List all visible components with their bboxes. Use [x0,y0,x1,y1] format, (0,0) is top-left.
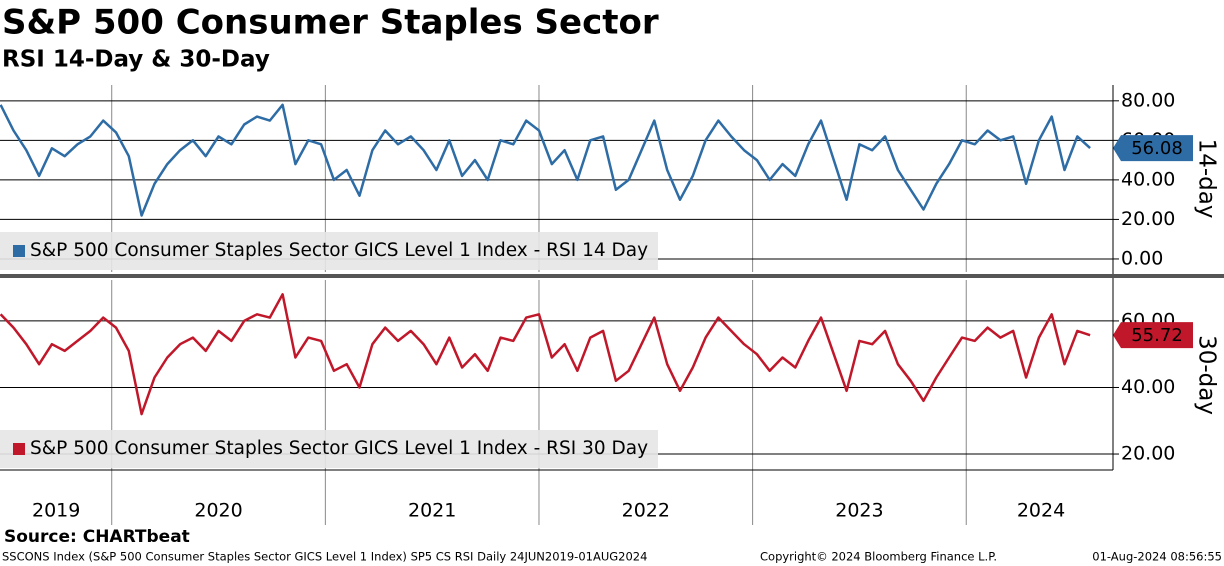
copyright: Copyright© 2024 Bloomberg Finance L.P. [760,550,997,564]
footnote: SSCONS Index (S&P 500 Consumer Staples S… [2,550,647,564]
y-axis-label: 30-day [1194,335,1220,415]
x-tick-label: 2019 [32,500,80,522]
y-tick-label: 40.00 [1121,168,1175,190]
series-line [0,293,1091,416]
legend-box [0,232,658,270]
x-tick-label: 2023 [835,500,883,522]
timestamp: 01-Aug-2024 08:56:55 [1092,550,1222,564]
y-tick-label: 0.00 [1121,247,1163,269]
x-tick-label: 2021 [408,500,456,522]
chart-subtitle: RSI 14-Day & 30-Day [2,47,270,73]
x-tick-label: 2020 [194,500,242,522]
last-value-tag [1113,322,1193,349]
x-tick-label: 2022 [622,500,670,522]
y-axis-label: 14-day [1194,139,1220,219]
y-tick-label: 20.00 [1121,443,1175,465]
y-tick-label: 80.00 [1121,89,1175,111]
series-line [0,103,1091,217]
source: Source: CHARTbeat [4,527,190,547]
legend-swatch [13,443,25,455]
y-tick-label: 20.00 [1121,208,1175,230]
x-tick-label: 2024 [1017,500,1065,522]
legend-label: S&P 500 Consumer Staples Sector GICS Lev… [30,438,648,459]
last-value-tag [1113,135,1193,162]
last-value-label: 56.08 [1131,138,1183,159]
chart-title: S&P 500 Consumer Staples Sector [2,3,659,43]
last-value-label: 55.72 [1131,325,1183,346]
y-tick-label: 40.00 [1121,376,1175,398]
legend-swatch [13,245,25,257]
legend-box [0,430,658,468]
legend-label: S&P 500 Consumer Staples Sector GICS Lev… [30,240,648,261]
